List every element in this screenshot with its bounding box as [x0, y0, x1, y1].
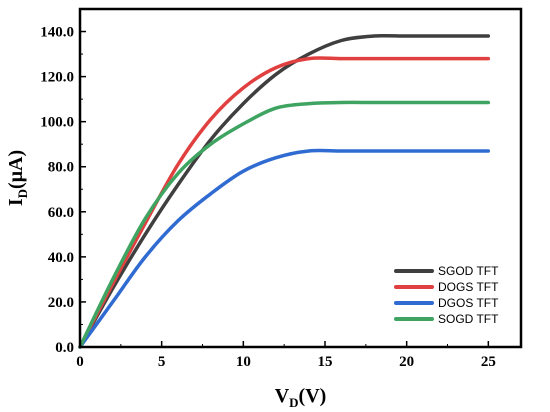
- x-tick-label: 5: [158, 354, 166, 370]
- tick-layer: 0 5 10 15 20 25 0.0 20.0 40.0 60.0 80.0 100.0 120.0 1…: [40, 25, 496, 370]
- y-tick-label: 100.0: [40, 115, 74, 131]
- x-axis-title-unit: (V): [299, 385, 327, 407]
- y-axis-title: ID(μA): [5, 150, 30, 206]
- y-axis-title-main: I: [5, 198, 27, 206]
- series-line-sgod-tft: [78, 33, 491, 349]
- y-axis-title-sub: D: [15, 189, 30, 198]
- series-layer: [78, 33, 491, 349]
- legend-label-dgos-tft: DGOS TFT: [438, 296, 499, 310]
- x-axis-title: VD(V): [275, 385, 327, 410]
- x-tick-label: 20: [399, 354, 414, 370]
- y-tick-label: 60.0: [48, 205, 74, 221]
- y-axis-title-unit: (μA): [5, 150, 27, 189]
- legend-label-sogd-tft: SOGD TFT: [438, 312, 499, 326]
- legend: SGOD TFT DOGS TFT DGOS TFT SOGD TFT: [394, 264, 499, 326]
- y-tick-label: 20.0: [48, 295, 74, 311]
- x-axis-title-sub: D: [289, 395, 298, 410]
- legend-label-sgod-tft: SGOD TFT: [438, 264, 499, 278]
- x-tick-label: 0: [76, 354, 84, 370]
- series-line-sogd-tft: [78, 100, 491, 349]
- x-axis-title-main: V: [275, 385, 290, 407]
- series-line-dogs-tft: [78, 56, 491, 349]
- plot-frame: [78, 7, 523, 349]
- x-tick-label: 10: [236, 354, 251, 370]
- x-tick-label: 25: [481, 354, 496, 370]
- series-line-dgos-tft: [78, 148, 491, 349]
- y-tick-label: 80.0: [48, 160, 74, 176]
- y-tick-label: 40.0: [48, 250, 74, 266]
- y-tick-label: 0.0: [55, 340, 74, 356]
- legend-label-dogs-tft: DOGS TFT: [438, 280, 499, 294]
- y-tick-label: 120.0: [40, 70, 74, 86]
- x-tick-label: 15: [318, 354, 333, 370]
- y-tick-label: 140.0: [40, 25, 74, 41]
